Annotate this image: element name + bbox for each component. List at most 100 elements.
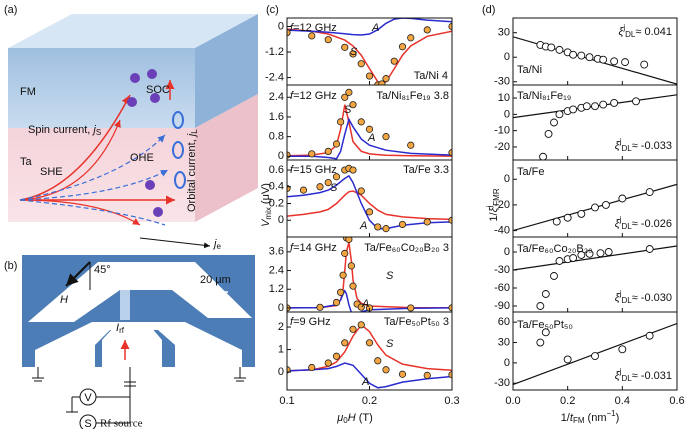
x-axis-label: μ0H (T)	[336, 412, 373, 425]
text-part: j	[619, 137, 622, 146]
scale-label: 20 μm	[200, 274, 231, 286]
data-point	[398, 220, 407, 229]
spins	[127, 69, 163, 217]
text-part: e	[216, 242, 221, 251]
y-tick-label: 0.2	[269, 197, 284, 209]
frequency-label: f=12 GHz	[290, 90, 337, 102]
text-part: j	[91, 124, 96, 136]
x-tick-label: 0.2	[560, 395, 575, 407]
text-part: I	[116, 322, 119, 334]
data-point	[332, 173, 341, 181]
data-point	[349, 50, 357, 58]
y-tick-label: 10	[498, 92, 510, 104]
x-tick-label: 0.4	[615, 395, 630, 407]
data-point	[582, 102, 591, 111]
y-axis-label: 1/ξjFMR	[485, 188, 501, 221]
data-point	[541, 328, 550, 337]
electrode-center	[102, 326, 162, 367]
data-point	[618, 194, 627, 203]
data-point	[349, 325, 357, 333]
data-point	[345, 237, 353, 243]
data-point	[423, 218, 431, 226]
text-part: ≈ -0.033	[632, 140, 672, 152]
text-part: j	[485, 206, 494, 209]
curve-label: S	[386, 338, 394, 350]
xi-label: ξjDL≈ -0.031	[615, 367, 672, 383]
y-tick-label: 0	[278, 214, 284, 226]
text-part: ξ	[615, 218, 621, 230]
data-point	[316, 183, 324, 191]
source-symbol: S	[84, 418, 91, 429]
text-part: μ	[336, 412, 343, 424]
data-point	[339, 271, 347, 279]
data-point	[585, 249, 594, 258]
y-tick-label: 30	[498, 27, 510, 39]
data-point	[398, 43, 407, 51]
data-point	[610, 98, 619, 107]
data-point	[365, 339, 374, 347]
data-point	[378, 80, 386, 85]
y-tick-label: 0	[278, 366, 284, 378]
y-tick-label: -40	[494, 224, 510, 236]
curve-label: A	[367, 132, 375, 144]
data-point	[308, 150, 316, 158]
panel-label: (c)	[266, 4, 279, 16]
text-part: j	[212, 238, 217, 250]
data-point	[374, 223, 382, 231]
text-part: 0	[343, 416, 348, 425]
text-part: Orbital current,	[186, 136, 198, 212]
data-point	[349, 101, 357, 109]
curve-label: A	[359, 220, 367, 232]
she-label: SHE	[40, 166, 63, 178]
sample-label: Ta/Ni 4	[414, 70, 448, 82]
data-point	[640, 60, 649, 69]
data-point	[645, 245, 654, 253]
sample-label: Ta/Fe	[517, 166, 545, 178]
y-tick-label: -30	[494, 377, 510, 389]
data-point	[577, 51, 586, 60]
field-arrow	[65, 261, 91, 287]
data-point	[287, 29, 291, 37]
sample-strip	[120, 290, 130, 320]
text-part: j	[619, 367, 622, 376]
text-part: ≈ -0.031	[632, 370, 672, 382]
data-point	[591, 352, 599, 361]
data-point	[539, 152, 548, 160]
text-part: ξ	[615, 140, 621, 152]
data-point	[332, 352, 341, 360]
text-part: L	[190, 129, 199, 134]
subplot	[513, 94, 677, 160]
text-part: ≈ -0.030	[632, 292, 672, 304]
y-tick-label: 0	[504, 246, 510, 258]
data-point	[347, 262, 355, 270]
curve-label: S	[330, 182, 338, 194]
curve-label: S	[350, 46, 358, 58]
data-point	[349, 282, 357, 290]
curve-label: A	[361, 298, 369, 310]
frequency-label: f=14 GHz	[290, 242, 337, 254]
data-point	[599, 55, 608, 64]
x-tick-label: 0.3	[444, 395, 459, 407]
je-label: je	[212, 238, 221, 251]
fit-curve	[287, 190, 452, 221]
data-point	[555, 257, 564, 265]
plot-frame	[512, 311, 678, 391]
subplot	[287, 321, 452, 389]
angle-label: 45°	[94, 264, 111, 276]
text-part: DL	[621, 296, 632, 305]
x-tick-label: 0.6	[669, 395, 684, 407]
data-point	[382, 366, 390, 374]
text-part: (nm	[585, 412, 607, 424]
data-point	[357, 303, 365, 311]
x-axis-label: 1/tFM (nm−1)	[561, 409, 620, 425]
text-part: f	[290, 242, 294, 254]
panel-label: (b)	[4, 260, 17, 272]
she-arrow	[19, 199, 141, 226]
data-point	[357, 118, 365, 126]
y-tick-label: 0.8	[269, 131, 284, 143]
orbital-current-label: Orbital current, jL	[186, 129, 199, 212]
y-tick-label: 3.6	[269, 246, 284, 258]
text-part: DL	[621, 374, 632, 383]
data-point	[591, 203, 599, 212]
data-point	[345, 88, 353, 96]
